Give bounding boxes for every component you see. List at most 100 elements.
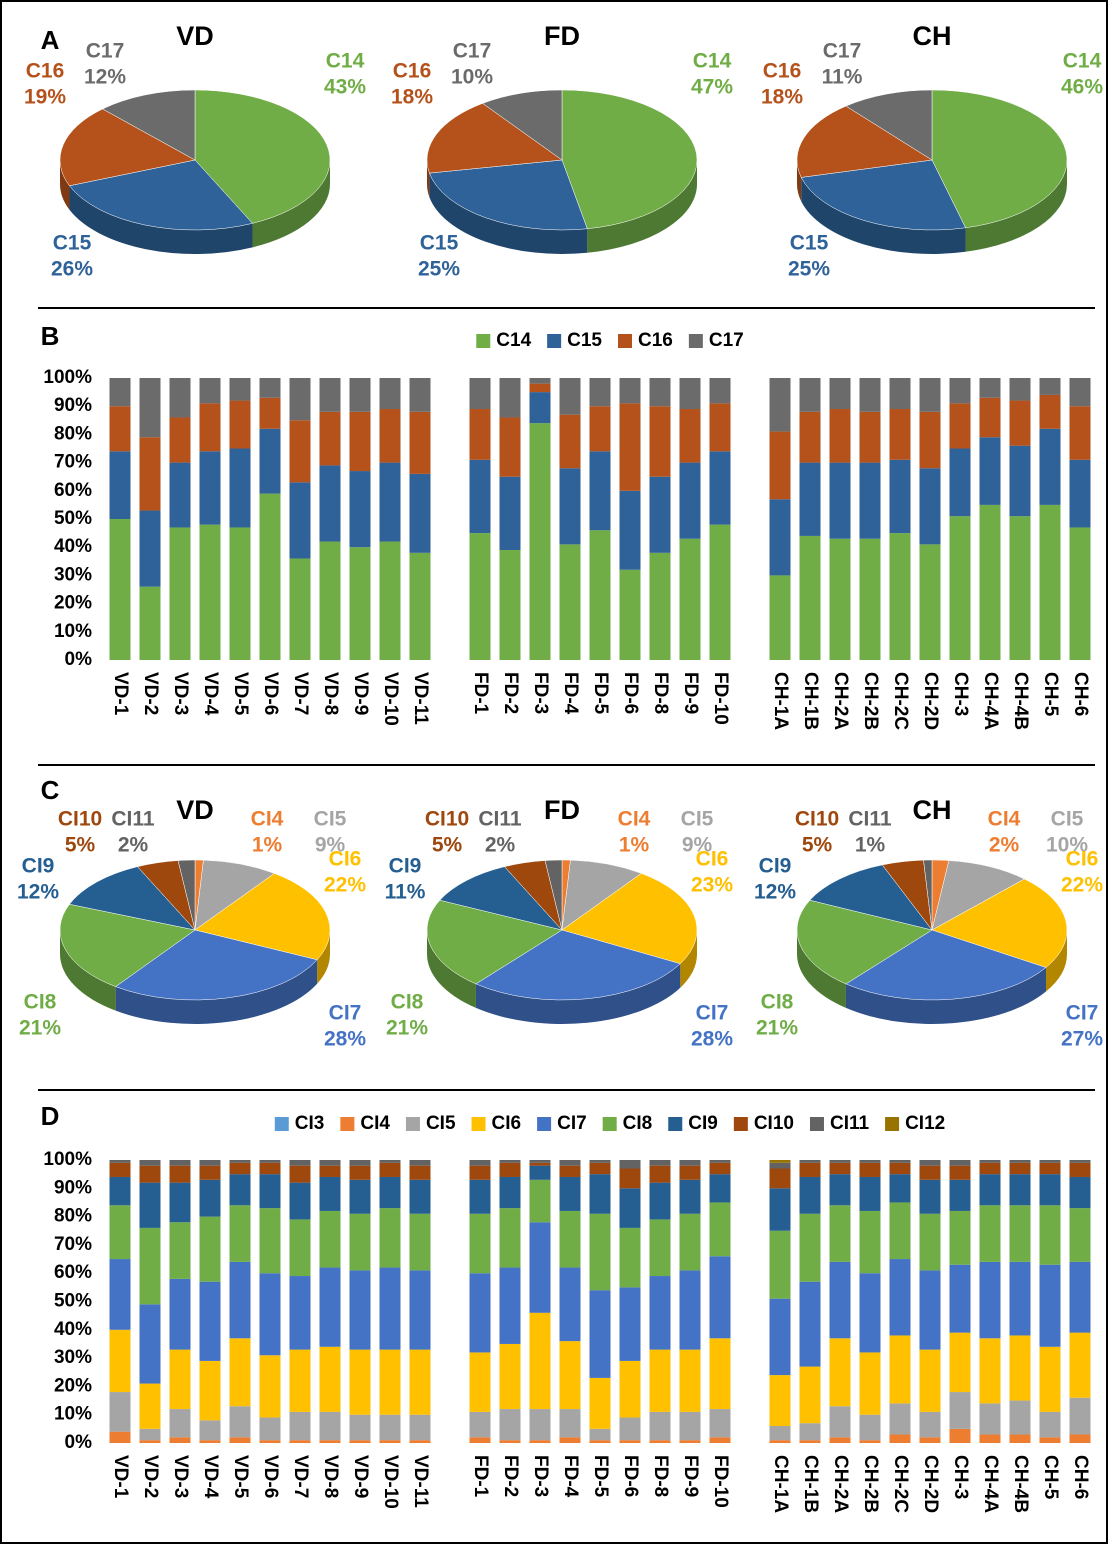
bar-segment bbox=[349, 1440, 371, 1443]
x-tick-label: CH-2A bbox=[830, 672, 851, 730]
x-tick-label: VD-3 bbox=[170, 1455, 191, 1498]
bar-segment bbox=[319, 378, 341, 412]
bar-segment bbox=[499, 1162, 521, 1177]
bar-segment bbox=[499, 1440, 521, 1443]
bar-segment bbox=[979, 378, 1001, 398]
bar-segment bbox=[259, 1162, 281, 1175]
bar-segment bbox=[559, 1210, 581, 1268]
bar-segment bbox=[289, 378, 311, 421]
bar-segment bbox=[889, 459, 911, 534]
bar-segment bbox=[799, 535, 821, 660]
bar-segment bbox=[1009, 1434, 1031, 1443]
bar-segment bbox=[1069, 1332, 1091, 1398]
bar-segment bbox=[1039, 378, 1061, 395]
pie-slice bbox=[796, 899, 933, 985]
bar-segment bbox=[139, 1227, 161, 1305]
data-label-name: CI8 bbox=[24, 991, 57, 1014]
bar-segment bbox=[949, 1165, 971, 1180]
bar-segment bbox=[1009, 1261, 1031, 1336]
bar-segment bbox=[289, 1182, 311, 1220]
bar-segment bbox=[799, 1162, 821, 1177]
x-tick-label: CH-4A bbox=[980, 672, 1001, 730]
y-tick-label: 80% bbox=[54, 1206, 92, 1227]
legend-label: C16 bbox=[638, 330, 673, 351]
y-tick-label: 30% bbox=[54, 564, 92, 585]
bar-segment bbox=[199, 1281, 221, 1361]
bar-segment bbox=[229, 1261, 251, 1339]
pie-slice bbox=[177, 859, 196, 931]
data-label: 9% bbox=[315, 834, 346, 857]
x-tick-label: FD-8 bbox=[650, 1455, 671, 1497]
y-tick-label: 80% bbox=[54, 423, 92, 444]
bar-segment bbox=[1009, 516, 1031, 660]
pie-side bbox=[427, 160, 430, 198]
bar-segment bbox=[199, 1440, 221, 1443]
bar-segment bbox=[769, 1440, 791, 1443]
bar-segment bbox=[649, 1219, 671, 1277]
x-tick-label: CH-2C bbox=[890, 1455, 911, 1513]
data-label: 18% bbox=[391, 86, 433, 109]
data-label-name: C14 bbox=[1063, 50, 1102, 73]
bar-segment bbox=[829, 1437, 851, 1443]
y-tick-label: 20% bbox=[54, 1375, 92, 1396]
x-tick-label: CH-1A bbox=[770, 1455, 791, 1513]
data-label: 21% bbox=[19, 1017, 61, 1040]
data-label: 5% bbox=[432, 834, 463, 857]
data-label-name: CI8 bbox=[391, 991, 424, 1014]
data-label: 43% bbox=[324, 76, 366, 99]
data-label: 46% bbox=[1061, 76, 1103, 99]
legend-swatch bbox=[688, 334, 703, 348]
bar-segment bbox=[289, 1440, 311, 1443]
bar-segment bbox=[529, 383, 551, 393]
data-label: 5% bbox=[65, 834, 96, 857]
data-label: 11% bbox=[822, 66, 863, 89]
bar-segment bbox=[319, 411, 341, 466]
data-label-name: CI6 bbox=[696, 848, 729, 871]
bar-segment bbox=[259, 1440, 281, 1443]
bar-segment bbox=[379, 1208, 401, 1268]
bar-segment bbox=[949, 1210, 971, 1265]
bar-segment bbox=[169, 378, 191, 418]
bar-segment bbox=[919, 1179, 941, 1214]
bar-segment bbox=[289, 1219, 311, 1277]
x-tick-label: CH-2B bbox=[860, 672, 881, 730]
bar-segment bbox=[559, 414, 581, 469]
pie-slice bbox=[845, 89, 933, 161]
legend-swatch bbox=[537, 1117, 552, 1131]
bar-segment bbox=[799, 1213, 821, 1282]
bar-segment bbox=[1069, 1208, 1091, 1262]
pie-side bbox=[965, 160, 1067, 252]
x-tick-label: VD-2 bbox=[140, 672, 161, 715]
x-tick-label: FD-2 bbox=[500, 672, 521, 714]
bar-segment bbox=[529, 1162, 551, 1166]
data-label: 19% bbox=[24, 86, 66, 109]
bar-segment bbox=[1069, 1176, 1091, 1209]
bar-segment bbox=[799, 1423, 821, 1441]
bar-segment bbox=[499, 476, 521, 551]
bar-segment bbox=[859, 411, 881, 463]
legend-label: CI5 bbox=[426, 1113, 456, 1134]
bar-segment bbox=[919, 378, 941, 412]
bar-segment bbox=[139, 586, 161, 660]
data-label-name: C15 bbox=[790, 232, 829, 255]
data-label: 21% bbox=[756, 1017, 798, 1040]
pie-side bbox=[69, 185, 253, 255]
x-tick-label: VD-6 bbox=[260, 1455, 281, 1498]
x-tick-label: CH-1A bbox=[770, 672, 791, 730]
bar-segment bbox=[889, 1162, 911, 1175]
bar-segment bbox=[259, 1160, 281, 1163]
y-tick-label: 60% bbox=[54, 1262, 92, 1283]
bar-segment bbox=[979, 1174, 1001, 1206]
bar-segment bbox=[469, 533, 491, 660]
data-label-name: C17 bbox=[823, 40, 862, 63]
bar-segment bbox=[1069, 459, 1091, 528]
pie-title: FD bbox=[544, 795, 580, 825]
data-label: 26% bbox=[51, 258, 93, 281]
data-label-name: CI7 bbox=[696, 1002, 729, 1025]
pie-side bbox=[429, 173, 588, 254]
bar-segment bbox=[769, 1188, 791, 1231]
bar-segment bbox=[769, 1230, 791, 1299]
x-tick-label: VD-8 bbox=[320, 672, 341, 715]
data-label-name: CI5 bbox=[314, 808, 347, 831]
data-label-name: CI10 bbox=[58, 808, 102, 831]
